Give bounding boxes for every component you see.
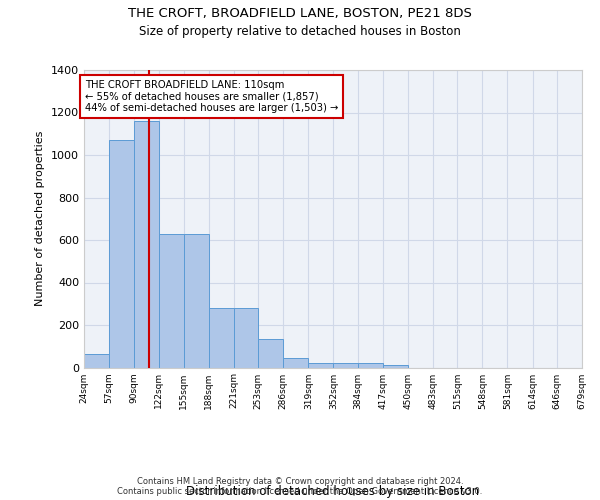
Text: THE CROFT, BROADFIELD LANE, BOSTON, PE21 8DS: THE CROFT, BROADFIELD LANE, BOSTON, PE21… bbox=[128, 8, 472, 20]
Bar bbox=[109, 140, 134, 368]
Bar bbox=[134, 121, 158, 368]
Bar bbox=[84, 354, 109, 368]
Bar bbox=[158, 234, 184, 368]
Bar bbox=[358, 363, 383, 368]
Bar bbox=[283, 358, 308, 368]
Bar bbox=[334, 363, 358, 368]
Text: Size of property relative to detached houses in Boston: Size of property relative to detached ho… bbox=[139, 25, 461, 38]
Bar bbox=[383, 366, 408, 368]
Y-axis label: Number of detached properties: Number of detached properties bbox=[35, 131, 46, 306]
X-axis label: Distribution of detached houses by size in Boston: Distribution of detached houses by size … bbox=[187, 485, 479, 498]
Text: Contains HM Land Registry data © Crown copyright and database right 2024.
Contai: Contains HM Land Registry data © Crown c… bbox=[118, 476, 482, 496]
Bar bbox=[234, 308, 258, 368]
Bar bbox=[209, 308, 234, 368]
Bar bbox=[258, 339, 283, 368]
Bar bbox=[308, 363, 334, 368]
Text: THE CROFT BROADFIELD LANE: 110sqm
← 55% of detached houses are smaller (1,857)
4: THE CROFT BROADFIELD LANE: 110sqm ← 55% … bbox=[85, 80, 338, 113]
Bar bbox=[184, 234, 209, 368]
